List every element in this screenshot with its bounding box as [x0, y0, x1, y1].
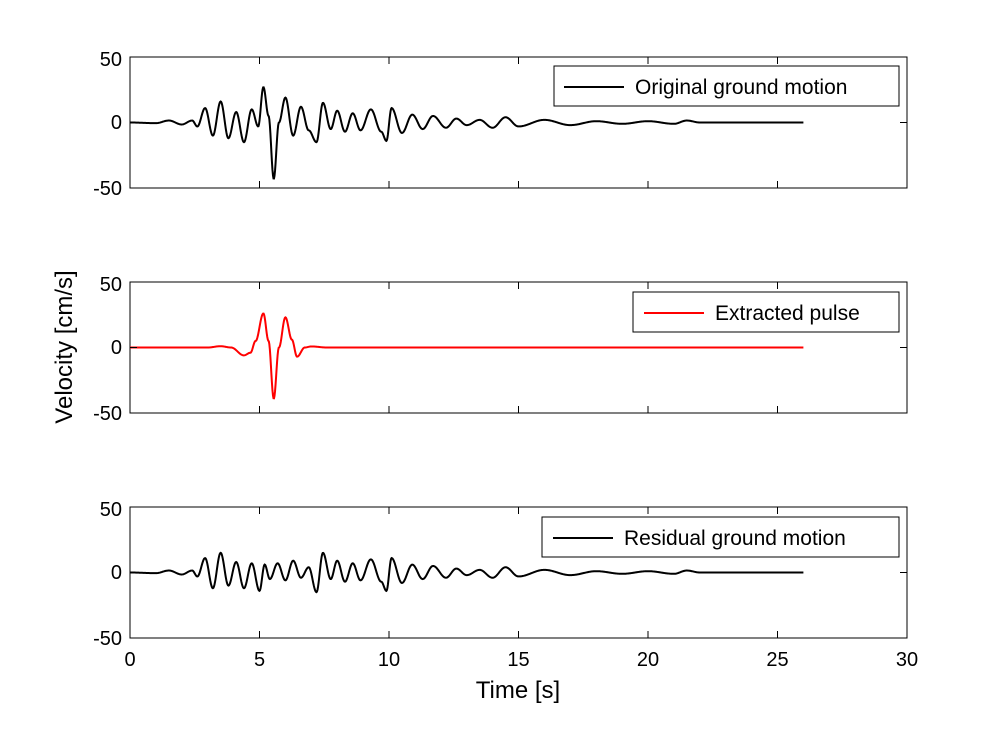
panel-original-yticks: 50 0 -50: [93, 49, 122, 200]
xtick-25: 25: [766, 649, 788, 671]
panel-pulse-ytick-0: 0: [111, 337, 122, 359]
xtick-20: 20: [637, 649, 659, 671]
panel-pulse-yticks: 50 0 -50: [93, 274, 122, 425]
panel-residual: 50 0 -50 Residual ground motion: [93, 499, 908, 650]
legend-original: Original ground motion: [553, 65, 900, 107]
legend-residual: Residual ground motion: [541, 516, 900, 558]
original-ground-motion-line: [130, 86, 804, 180]
panel-original-ytick-0: 0: [111, 112, 122, 134]
panel-original-ytick-50: 50: [100, 49, 122, 71]
xtick-5: 5: [254, 649, 265, 671]
legend-pulse: Extracted pulse: [632, 291, 900, 333]
residual-ground-motion-line: [130, 551, 804, 594]
x-tick-labels: 0 5 10 15 20 25 30: [124, 649, 918, 671]
panel-residual-ytick-0: 0: [111, 562, 122, 584]
panel-pulse-ytick-minus50: -50: [93, 403, 122, 425]
legend-pulse-label: Extracted pulse: [715, 302, 860, 325]
tick-marks: [129, 56, 908, 639]
xtick-0: 0: [124, 649, 135, 671]
xtick-10: 10: [378, 649, 400, 671]
legend-original-label: Original ground motion: [635, 76, 847, 99]
panel-residual-yticks: 50 0 -50: [93, 499, 122, 650]
x-axis-title: Time [s]: [476, 677, 560, 704]
panel-original: 50 0 -50 Original ground motion: [93, 49, 908, 200]
panel-original-ytick-minus50: -50: [93, 178, 122, 200]
extracted-pulse-line: [130, 312, 804, 400]
panel-residual-ytick-50: 50: [100, 499, 122, 521]
panel-residual-ytick-minus50: -50: [93, 628, 122, 650]
xtick-15: 15: [507, 649, 529, 671]
panel-pulse-ytick-50: 50: [100, 274, 122, 296]
y-axis-title: Velocity [cm/s]: [51, 270, 78, 423]
xtick-30: 30: [896, 649, 918, 671]
panel-pulse: 50 0 -50 Extracted pulse: [93, 274, 908, 425]
legend-residual-label: Residual ground motion: [624, 527, 846, 550]
